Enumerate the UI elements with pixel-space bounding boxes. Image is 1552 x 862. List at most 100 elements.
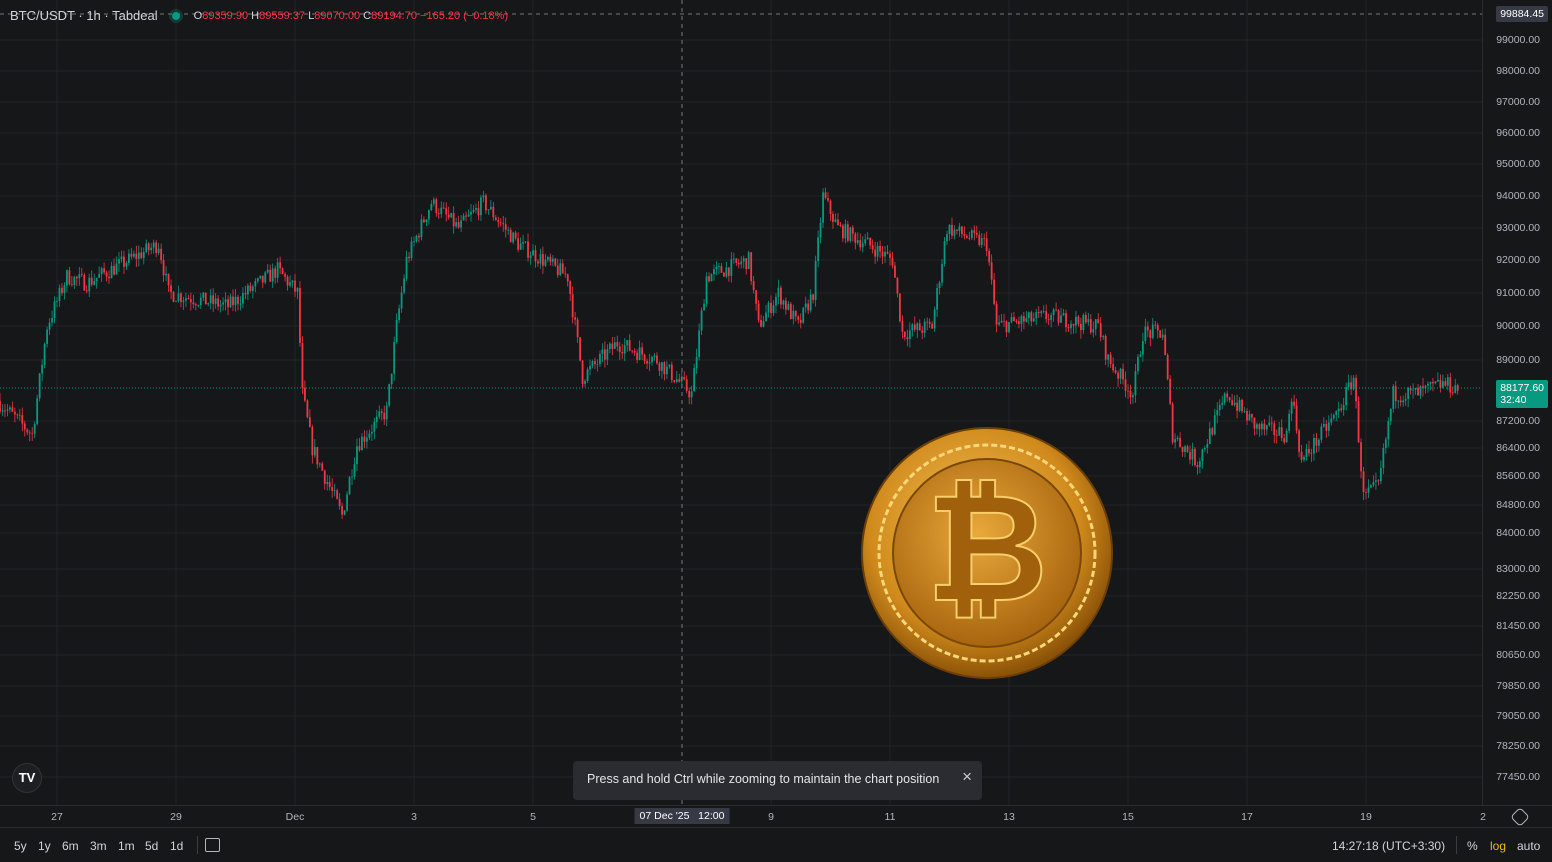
- candle-body: [529, 255, 532, 258]
- candle-body: [814, 261, 817, 300]
- last-price-label: 88177.60 32:40: [1496, 380, 1548, 408]
- candle-body: [135, 253, 138, 259]
- candle-body: [804, 303, 807, 308]
- candle-body: [160, 248, 163, 261]
- candle-body: [794, 310, 797, 317]
- go-to-date-calendar-icon[interactable]: [205, 838, 220, 852]
- candle-body: [224, 299, 227, 303]
- candle-body: [499, 222, 502, 224]
- candle-body: [232, 296, 234, 306]
- price-tick-label: 82250.00: [1496, 590, 1540, 602]
- candle-body: [348, 477, 351, 495]
- candle-body: [450, 213, 453, 218]
- candle-body: [747, 252, 750, 269]
- tradingview-logo[interactable]: TV: [12, 763, 42, 793]
- time-tick-label: 11: [884, 811, 896, 823]
- candle-body: [482, 195, 485, 198]
- candle-body: [489, 206, 492, 210]
- symbol-title[interactable]: BTC/USDT · 1h · Tabdeal: [10, 8, 158, 23]
- candle-body: [1387, 421, 1390, 440]
- range-button-1m[interactable]: 1m: [118, 839, 135, 853]
- log-toggle[interactable]: log: [1490, 839, 1507, 853]
- candle-body: [1273, 423, 1276, 435]
- percent-toggle[interactable]: %: [1467, 839, 1478, 853]
- price-tick-label: 77450.00: [1496, 771, 1540, 783]
- candle-body: [886, 251, 889, 254]
- candle-body: [85, 290, 88, 292]
- candle-body: [1456, 385, 1459, 391]
- candle-body: [1238, 399, 1241, 411]
- candle-body: [155, 242, 158, 253]
- candle-body: [713, 269, 715, 275]
- candle-body: [1179, 437, 1181, 447]
- candle-body: [390, 373, 393, 385]
- candle-body: [668, 364, 671, 367]
- range-button-6m[interactable]: 6m: [62, 839, 79, 853]
- candle-body: [722, 272, 725, 277]
- candle-body: [1169, 378, 1172, 404]
- candle-body: [678, 379, 681, 382]
- candle-body: [861, 243, 864, 248]
- range-button-1y[interactable]: 1y: [38, 839, 51, 853]
- candle-body: [685, 379, 688, 391]
- candle-body: [1446, 377, 1449, 386]
- candle-body: [460, 220, 463, 228]
- candle-body: [978, 234, 981, 245]
- candle-body: [326, 482, 329, 484]
- candle-body: [13, 411, 16, 415]
- time-axis[interactable]: 2 19 17 15 13 11 9 5 3 Dec 29 27 07 Dec '25 12:00: [0, 805, 1552, 828]
- time-tick-label: 29: [170, 811, 182, 823]
- price-axis[interactable]: 99884.45 88177.60 32:40 99000.00 98000.00 9…: [1482, 0, 1552, 805]
- candle-body: [1037, 311, 1040, 314]
- candle-body: [576, 319, 579, 338]
- candle-body: [539, 254, 542, 264]
- candle-body: [1253, 417, 1256, 429]
- candle-body: [670, 364, 673, 381]
- candle-body: [1389, 408, 1392, 422]
- candle-body: [291, 280, 294, 283]
- price-tick-label: 79850.00: [1496, 680, 1540, 692]
- candle-body: [4, 410, 6, 412]
- candle-body: [1370, 485, 1372, 488]
- candle-body: [63, 285, 66, 293]
- candle-body: [1146, 326, 1149, 331]
- candle-body: [1429, 381, 1432, 384]
- candle-body: [1010, 317, 1013, 323]
- range-button-5y[interactable]: 5y: [14, 839, 27, 853]
- range-button-3m[interactable]: 3m: [90, 839, 107, 853]
- candle-body: [217, 298, 220, 307]
- range-button-1d[interactable]: 1d: [170, 839, 184, 853]
- candle-body: [393, 341, 396, 374]
- bottom-toolbar: 5y 1y 6m 3m 1m 5d 1d 14:27:18 (UTC+3:30) % log…: [0, 828, 1552, 862]
- settings-icon[interactable]: [1510, 807, 1530, 827]
- candlestick-chart[interactable]: ₿: [0, 0, 1482, 805]
- candle-body: [43, 343, 46, 365]
- clock[interactable]: 14:27:18 (UTC+3:30): [1332, 839, 1446, 853]
- auto-toggle[interactable]: auto: [1517, 839, 1541, 853]
- candle-body: [383, 412, 386, 420]
- candle-body: [1320, 426, 1323, 440]
- candle-body: [807, 303, 810, 311]
- candle-body: [1285, 430, 1288, 443]
- close-icon[interactable]: ×: [962, 767, 972, 786]
- candle-body: [606, 349, 609, 360]
- candle-body: [1149, 330, 1152, 338]
- candle-body: [1, 410, 4, 412]
- price-tick-label: 93000.00: [1496, 222, 1540, 234]
- candle-body: [246, 285, 249, 295]
- candle-body: [1377, 480, 1380, 482]
- candle-body: [611, 343, 614, 349]
- candle-body: [341, 505, 344, 515]
- candle-body: [636, 352, 639, 360]
- candle-body: [953, 229, 956, 236]
- candle-body: [1030, 312, 1033, 322]
- range-button-5d[interactable]: 5d: [145, 839, 159, 853]
- candle-body: [1189, 452, 1191, 460]
- candle-body: [227, 299, 229, 308]
- candle-body: [896, 277, 899, 294]
- candle-body: [170, 285, 172, 292]
- candle-body: [908, 330, 911, 340]
- candle-body: [212, 295, 215, 304]
- candle-body: [603, 349, 606, 360]
- candle-body: [1384, 439, 1387, 448]
